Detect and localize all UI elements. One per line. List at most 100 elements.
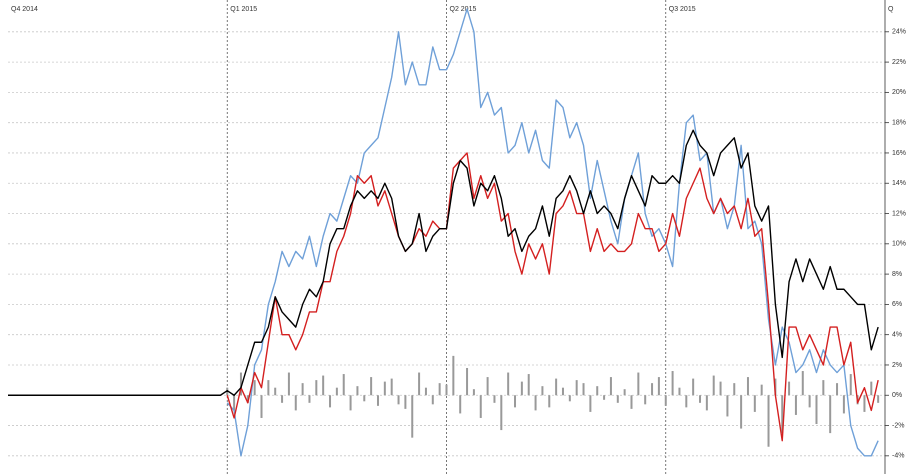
bar	[719, 381, 722, 396]
bar	[808, 395, 811, 408]
bar	[575, 380, 578, 396]
line	[226, 8, 879, 457]
bar	[788, 381, 791, 396]
bar	[479, 395, 482, 418]
bar	[411, 395, 414, 438]
bar	[842, 395, 845, 414]
bar	[438, 383, 441, 396]
line	[8, 129, 879, 396]
bar	[294, 395, 297, 411]
bar	[801, 371, 804, 396]
bar	[493, 395, 496, 403]
bar	[404, 395, 407, 409]
line	[226, 152, 879, 442]
y-tick-label: -2%	[892, 422, 904, 429]
y-tick-label: 2%	[892, 362, 902, 369]
bar	[397, 395, 400, 405]
bar	[246, 395, 249, 403]
bar	[657, 377, 660, 396]
bar	[623, 389, 626, 396]
bar	[699, 395, 702, 403]
bar	[459, 395, 462, 414]
bar	[685, 395, 688, 408]
bar	[664, 395, 667, 406]
y-tick-label: 16%	[892, 150, 906, 157]
y-tick-label: 18%	[892, 120, 906, 127]
bar	[329, 395, 332, 408]
bar	[609, 377, 612, 396]
bar	[849, 374, 852, 396]
bar	[568, 395, 571, 402]
bar	[322, 375, 325, 396]
y-tick-label: 0%	[892, 392, 902, 399]
bar	[383, 381, 386, 396]
bar	[376, 395, 379, 406]
bar	[836, 383, 839, 396]
bar	[301, 383, 304, 396]
bar	[514, 395, 517, 408]
bar	[424, 387, 427, 396]
bar	[753, 395, 756, 412]
bar	[486, 377, 489, 396]
bar	[781, 395, 784, 434]
bar	[281, 395, 284, 403]
bar	[651, 383, 654, 396]
bar	[308, 395, 311, 403]
bar	[671, 371, 674, 396]
bar	[740, 395, 743, 429]
y-tick-label: 14%	[892, 180, 906, 187]
bar	[274, 387, 277, 396]
bar	[507, 372, 510, 396]
bar	[815, 395, 818, 425]
bar	[418, 372, 421, 396]
bar	[500, 395, 503, 431]
bar	[733, 383, 736, 396]
bar	[692, 378, 695, 396]
bar	[527, 374, 530, 396]
x-tick-label: Q	[888, 6, 894, 13]
bar	[705, 395, 708, 411]
bar	[370, 377, 373, 396]
y-tick-label: -4%	[892, 453, 904, 460]
bar	[534, 395, 537, 411]
bar	[637, 372, 640, 396]
y-tick-label: 24%	[892, 29, 906, 36]
bar	[644, 395, 647, 405]
bar	[342, 374, 345, 396]
bar	[260, 395, 263, 418]
bar	[431, 395, 434, 405]
bar	[233, 395, 236, 411]
bar	[267, 380, 270, 396]
y-tick-label: 10%	[892, 241, 906, 248]
y-tick-label: 4%	[892, 332, 902, 339]
bar	[829, 395, 832, 434]
bar	[726, 395, 729, 417]
bar	[863, 395, 866, 412]
bar	[466, 367, 469, 396]
bar	[596, 386, 599, 396]
y-tick-label: 20%	[892, 89, 906, 96]
bar	[548, 395, 551, 408]
bar	[870, 381, 873, 396]
bar	[541, 386, 544, 396]
bar	[445, 384, 448, 396]
bar	[390, 378, 393, 396]
bar	[877, 395, 880, 403]
bar	[452, 355, 455, 396]
bar	[678, 387, 681, 396]
bar	[712, 375, 715, 396]
bar	[630, 395, 633, 409]
bar	[603, 395, 606, 400]
x-tick-label: Q4 2014	[11, 6, 38, 13]
x-tick-label: Q1 2015	[230, 6, 257, 13]
bar	[363, 395, 366, 402]
bar	[287, 372, 290, 396]
bar	[349, 395, 352, 411]
bar	[520, 381, 523, 396]
bar	[822, 380, 825, 396]
bar	[794, 395, 797, 415]
bar	[239, 372, 242, 396]
bar	[335, 387, 338, 396]
